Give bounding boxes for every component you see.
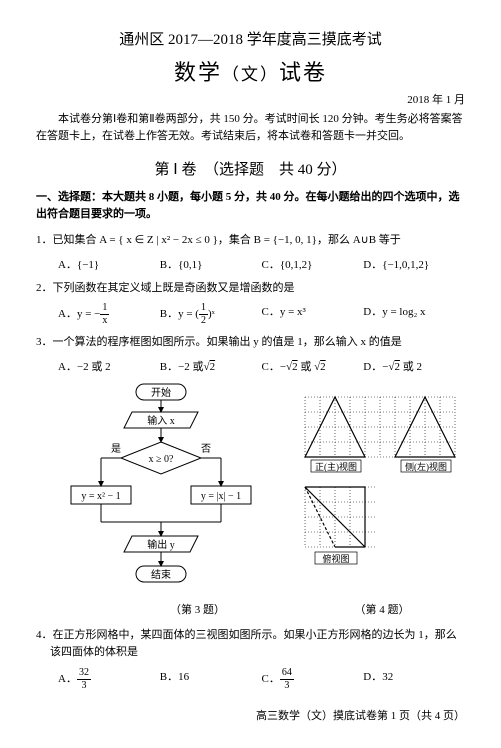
title-right: 试卷 bbox=[279, 60, 327, 85]
q4-D: D．32 bbox=[363, 668, 465, 691]
q4-C-num: 64 bbox=[280, 668, 294, 680]
q3-D: D．−√2 或 2 bbox=[363, 358, 465, 374]
q3-A: A．−2 或 2 bbox=[58, 358, 160, 374]
q4-C-den: 3 bbox=[280, 680, 294, 691]
q3-B-sqrt: 2 bbox=[210, 361, 216, 373]
q3-D-suf: 或 2 bbox=[400, 361, 422, 373]
title-mid: （文） bbox=[222, 65, 279, 84]
q3-D-pre: D．− bbox=[363, 361, 388, 373]
flow-input: 输入 x bbox=[147, 414, 175, 427]
flowchart: 开始 输入 x x ≥ 0? 是 否 y = x² − 1 bbox=[66, 382, 256, 597]
q4-A-num: 32 bbox=[77, 668, 91, 680]
q2-A-pre: A．y = − bbox=[58, 308, 100, 320]
header-line2: 数学（文）试卷 bbox=[36, 55, 465, 87]
fig3-label: （第 3 题） bbox=[36, 601, 299, 617]
flow-right: y = |x| − 1 bbox=[201, 491, 241, 502]
q1-C: C．{0,1,2} bbox=[262, 256, 364, 272]
q4-A-pre: A． bbox=[58, 673, 77, 685]
header-line1: 通州区 2017—2018 学年度高三摸底考试 bbox=[36, 28, 465, 49]
flow-left: y = x² − 1 bbox=[81, 491, 120, 502]
q4-A: A．323 bbox=[58, 668, 160, 691]
section-header: 第 Ⅰ 卷 （选择题 共 40 分） bbox=[36, 158, 465, 179]
view-front: 正(主)视图 bbox=[315, 461, 357, 472]
q2-A-den: x bbox=[100, 315, 109, 326]
q2-B-num: 1 bbox=[199, 303, 208, 315]
q1-B: B．{0,1} bbox=[160, 256, 262, 272]
q4-B: B．16 bbox=[160, 668, 262, 691]
title-left: 数学 bbox=[174, 60, 222, 85]
intro-text: 本试卷分第Ⅰ卷和第Ⅱ卷两部分，共 150 分。考试时间长 120 分钟。考生务必… bbox=[36, 111, 465, 144]
q4-text: 4．在正方形网格中，某四面体的三视图如图所示。如果小正方形网格的边长为 1，那么… bbox=[36, 627, 465, 662]
q4-C-pre: C． bbox=[262, 673, 280, 685]
flow-output: 输出 y bbox=[147, 538, 175, 551]
q4-A-den: 3 bbox=[77, 680, 91, 691]
q1-A: A．{−1} bbox=[58, 256, 160, 272]
q4-C: C．643 bbox=[262, 668, 364, 691]
q2-B-den: 2 bbox=[199, 315, 208, 326]
flow-start: 开始 bbox=[151, 386, 171, 399]
page-footer: 高三数学（文）摸底试卷第 1 页（共 4 页） bbox=[36, 707, 465, 723]
q3-C: C．−√2 或 √2 bbox=[262, 358, 364, 374]
q1-D: D．{−1,0,1,2} bbox=[363, 256, 465, 272]
view-side: 侧(左)视图 bbox=[405, 461, 447, 472]
q2-D: D．y = log₂ x bbox=[363, 303, 465, 326]
q2-text: 2．下列函数在其定义域上既是奇函数又是增函数的是 bbox=[36, 280, 465, 298]
q2-B-suf: ˣ bbox=[212, 308, 215, 320]
figure-row: 开始 输入 x x ≥ 0? 是 否 y = x² − 1 bbox=[66, 382, 465, 597]
q4-options: A．323 B．16 C．643 D．32 bbox=[36, 668, 465, 691]
flow-no: 否 bbox=[201, 443, 211, 455]
q1-text: 1．已知集合 A = { x ∈ Z | x² − 2x ≤ 0 }，集合 B … bbox=[36, 232, 465, 250]
q3-text: 3．一个算法的程序框图如图所示。如果输出 y 的值是 1，那么输入 x 的值是 bbox=[36, 334, 465, 352]
q3-C-mid: 或 bbox=[298, 361, 315, 373]
q3-B-pre: B．−2 或 bbox=[160, 361, 204, 373]
q2-A: A．y = −1x bbox=[58, 303, 160, 326]
q3-B: B．−2 或√2 bbox=[160, 358, 262, 374]
mc-instructions: 一、选择题：本大题共 8 小题，每小题 5 分，共 40 分。在每小题给出的四个… bbox=[36, 189, 465, 222]
q2-B: B．y = (12)ˣ bbox=[160, 303, 262, 326]
exam-date: 2018 年 1 月 bbox=[36, 91, 465, 107]
flow-cond: x ≥ 0? bbox=[149, 454, 174, 465]
q2-C: C．y = x³ bbox=[262, 303, 364, 326]
flow-yes: 是 bbox=[111, 443, 121, 455]
flow-end: 结束 bbox=[151, 568, 171, 581]
q3-C-s2: 2 bbox=[320, 361, 326, 373]
fig4-label: （第 4 题） bbox=[299, 601, 465, 617]
instr-bold: 一、选择题：本大题共 8 小题，每小题 5 分，共 40 分。在每小题给出的四个… bbox=[36, 191, 460, 220]
q3-C-pre: C．− bbox=[262, 361, 287, 373]
q3-options: A．−2 或 2 B．−2 或√2 C．−√2 或 √2 D．−√2 或 2 bbox=[36, 358, 465, 374]
three-views: 正(主)视图 侧(左)视图 俯视图 bbox=[295, 382, 465, 582]
q1-options: A．{−1} B．{0,1} C．{0,1,2} D．{−1,0,1,2} bbox=[36, 256, 465, 272]
q2-options: A．y = −1x B．y = (12)ˣ C．y = x³ D．y = log… bbox=[36, 303, 465, 326]
q2-B-pre: B．y = bbox=[160, 308, 196, 320]
figure-labels: （第 3 题） （第 4 题） bbox=[36, 601, 465, 617]
q2-A-num: 1 bbox=[100, 303, 109, 315]
view-top: 俯视图 bbox=[322, 553, 349, 564]
